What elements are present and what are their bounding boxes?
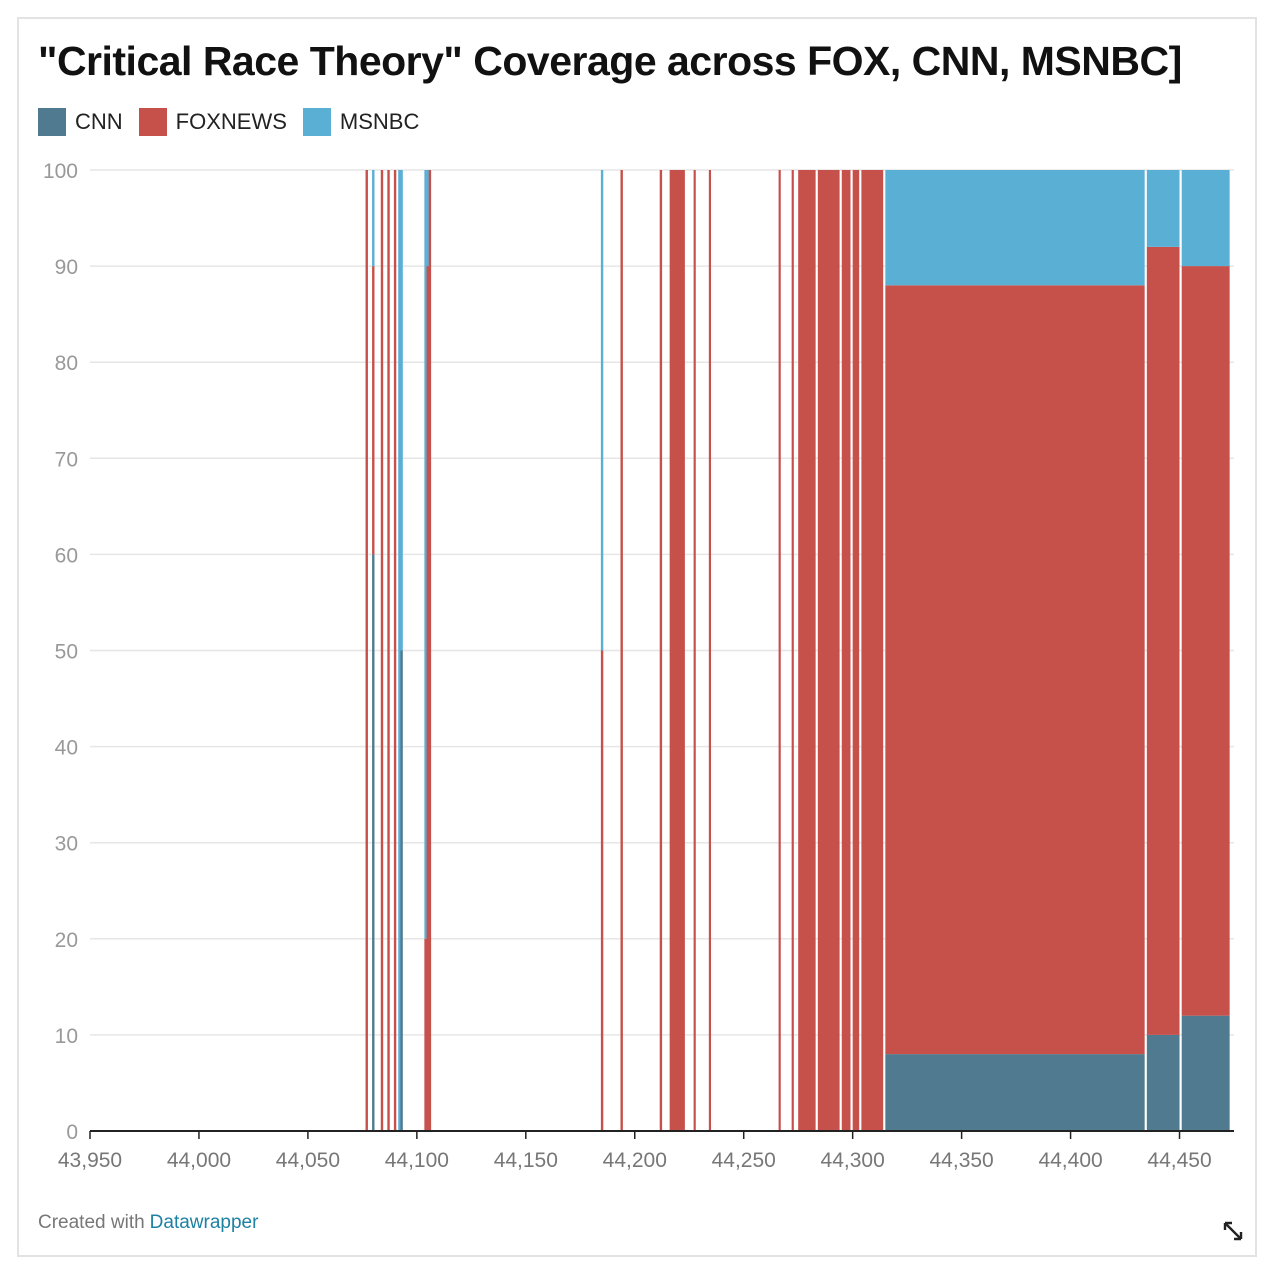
band-1-foxnews <box>693 170 696 1131</box>
band-6-foxnews <box>817 170 840 1131</box>
spike-10-foxnews <box>600 650 604 1131</box>
band-8-foxnews <box>852 170 860 1131</box>
band-5-foxnews <box>798 170 816 1131</box>
spike-1-cnn <box>372 554 375 1131</box>
spike-8-foxnews <box>426 266 429 1132</box>
chart-legend: CNN FOXNEWS MSNBC <box>38 108 435 136</box>
y-tick-label: 50 <box>55 641 78 664</box>
legend-item-foxnews: FOXNEWS <box>138 108 287 136</box>
spike-6-cnn <box>400 650 403 1131</box>
band-2-foxnews <box>708 170 712 1131</box>
band-11-msnbc <box>1146 170 1180 247</box>
y-tick-label: 90 <box>55 256 78 279</box>
resize-arrows-icon[interactable] <box>1222 1220 1244 1242</box>
spike-11-foxnews <box>620 170 623 1131</box>
y-tick-label: 10 <box>55 1025 78 1048</box>
x-tick-label: 44,350 <box>930 1149 994 1172</box>
credit-footer: Created with Datawrapper <box>38 1212 258 1234</box>
band-9-foxnews <box>861 170 884 1131</box>
legend-item-cnn: CNN <box>38 108 123 136</box>
spike-7-foxnews <box>424 938 427 1131</box>
band-12-msnbc <box>1181 170 1230 267</box>
y-tick-label: 40 <box>55 737 78 760</box>
x-tick-label: 44,450 <box>1147 1149 1211 1172</box>
band-11-cnn <box>1146 1034 1180 1131</box>
spike-8-msnbc <box>426 170 429 267</box>
band-10-cnn <box>885 1054 1145 1131</box>
spike-10-msnbc <box>600 170 604 651</box>
band-4-foxnews <box>791 170 794 1131</box>
legend-label-foxnews: FOXNEWS <box>175 109 287 134</box>
spike-7-msnbc <box>424 170 427 939</box>
y-tick-label: 60 <box>55 544 78 567</box>
x-tick-label: 44,150 <box>494 1149 558 1172</box>
band-0-foxnews <box>669 170 685 1131</box>
spike-2-foxnews <box>380 170 384 1131</box>
band-3-foxnews <box>778 170 781 1131</box>
spike-3-foxnews <box>387 170 390 1131</box>
y-tick-label: 20 <box>55 929 78 952</box>
legend-label-cnn: CNN <box>75 109 123 134</box>
legend-item-msnbc: MSNBC <box>302 108 420 136</box>
axes: 0 10 20 30 40 50 60 70 80 90 100 43,950 44,000 44,050… <box>43 160 1234 1172</box>
x-tick-label: 44,100 <box>385 1149 449 1172</box>
legend-swatch-cnn <box>38 108 66 136</box>
y-tick-label: 0 <box>66 1121 78 1144</box>
spike-1-foxnews <box>372 266 375 555</box>
band-7-foxnews <box>841 170 851 1131</box>
x-tick-label: 44,300 <box>821 1149 885 1172</box>
y-tick-label: 80 <box>55 352 78 375</box>
spike-9-foxnews <box>428 170 432 1131</box>
x-tick-label: 44,000 <box>167 1149 231 1172</box>
x-tick-label: 44,400 <box>1038 1149 1102 1172</box>
band-12-foxnews <box>1181 266 1230 1016</box>
data-marks <box>365 170 1230 1132</box>
x-tick-label: 44,250 <box>712 1149 776 1172</box>
datawrapper-link[interactable]: Datawrapper <box>149 1212 259 1233</box>
y-tick-label: 30 <box>55 833 78 856</box>
spike-0-foxnews <box>365 170 368 1131</box>
band-10-msnbc <box>885 170 1145 286</box>
x-tick-label: 43,950 <box>58 1149 122 1172</box>
x-tick-label: 44,200 <box>603 1149 667 1172</box>
legend-swatch-msnbc <box>302 108 331 136</box>
band-11-foxnews <box>1146 246 1180 1035</box>
y-tick-label: 100 <box>43 160 78 183</box>
spike-6-msnbc <box>400 170 403 651</box>
x-tick-label: 44,050 <box>276 1149 340 1172</box>
band-10-foxnews <box>885 285 1145 1055</box>
y-tick-label: 70 <box>55 448 78 471</box>
legend-label-msnbc: MSNBC <box>339 109 420 134</box>
spike-1-msnbc <box>372 170 375 267</box>
spike-12-foxnews <box>659 170 663 1131</box>
spike-4-foxnews <box>393 170 397 1131</box>
spike-5-msnbc <box>398 170 401 1131</box>
chart-title: "Critical Race Theory" Coverage across F… <box>38 38 1182 84</box>
band-12-cnn <box>1181 1015 1230 1131</box>
legend-swatch-foxnews <box>138 108 167 136</box>
credit-prefix: Created with <box>38 1212 145 1233</box>
